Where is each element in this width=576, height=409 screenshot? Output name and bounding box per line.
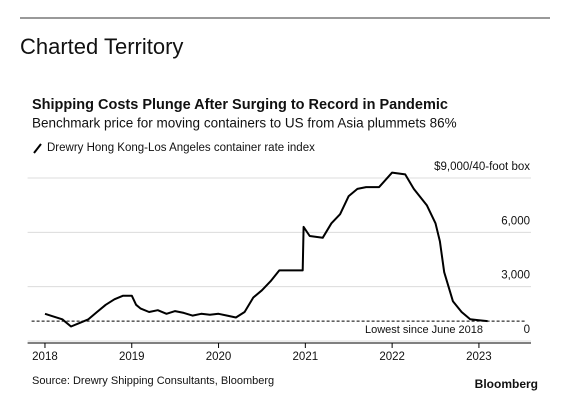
chart-title: Shipping Costs Plunge After Surging to R…	[32, 97, 448, 113]
y-tick-label: 6,000	[501, 215, 530, 227]
section-title: Charted Territory	[20, 34, 183, 59]
chart-subtitle: Benchmark price for moving containers to…	[32, 116, 457, 131]
y-tick-label: $9,000/40-foot box	[434, 161, 530, 173]
x-tick-label: 2021	[293, 351, 319, 363]
data-line	[44, 171, 488, 328]
brand: Bloomberg	[475, 377, 538, 391]
source: Source: Drewry Shipping Consultants, Blo…	[32, 375, 274, 387]
legend-icon	[33, 143, 42, 154]
x-tick-label: 2018	[32, 351, 58, 363]
x-tick-label: 2020	[206, 351, 232, 363]
x-tick-label: 2023	[466, 351, 492, 363]
y-tick-label: 3,000	[501, 270, 530, 282]
x-tick-label: 2019	[119, 351, 145, 363]
x-tick-label: 2022	[379, 351, 405, 363]
y-tick-label: 0	[524, 324, 530, 336]
legend-label: Drewry Hong Kong-Los Angeles container r…	[47, 142, 315, 154]
reference-label: Lowest since June 2018	[365, 324, 483, 336]
